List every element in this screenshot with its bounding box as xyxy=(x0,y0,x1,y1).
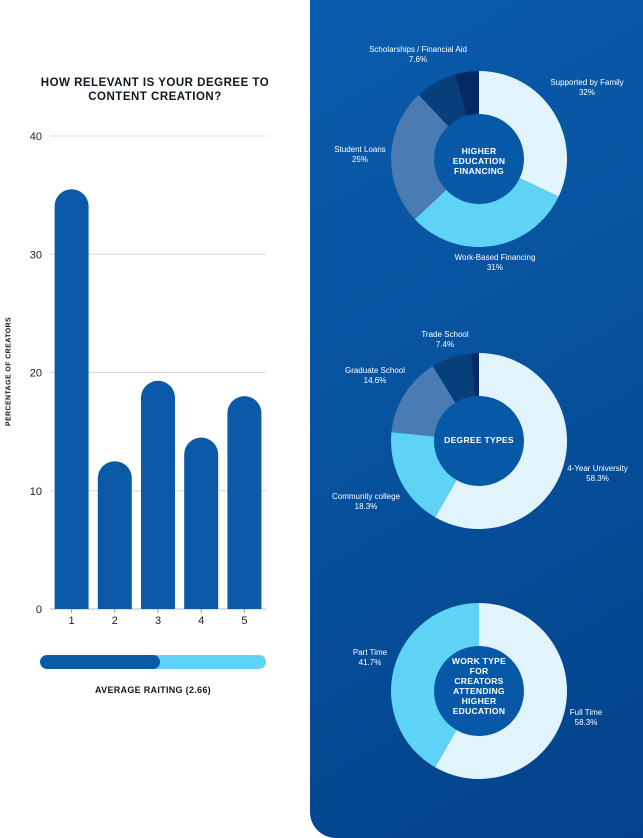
y-tick-label: 0 xyxy=(36,604,42,616)
average-rating-bar xyxy=(40,655,266,669)
x-tick-label: 3 xyxy=(155,615,161,627)
donut2-label-community: Community college 18.3% xyxy=(316,492,416,512)
donut1-work-value: 31% xyxy=(486,263,503,272)
donut3-center-line-4: ATTENDING xyxy=(453,686,505,696)
donut2-hole xyxy=(434,396,524,486)
x-tick-label: 4 xyxy=(198,615,204,627)
donut1-scholarships-name: Scholarships / Financial Aid xyxy=(369,45,467,54)
donut2-university-value: 58.3% xyxy=(586,474,609,483)
donut-charts xyxy=(390,71,567,779)
average-rating-label: AVERAGE RAITING (2.66) xyxy=(95,685,211,695)
donut1-slice-4 xyxy=(454,71,479,117)
donut2-university-name: 4-Year University xyxy=(567,464,628,473)
donut3-slice-0 xyxy=(435,603,567,779)
donut-panel: Scholarships / Financial Aid 7.6% Suppor… xyxy=(310,0,643,838)
x-tick-label: 5 xyxy=(241,615,247,627)
donut1-label-loans: Student Loans 25% xyxy=(320,145,400,165)
bar-1 xyxy=(54,189,89,609)
donut1-slice-3 xyxy=(418,74,467,127)
donut3-label-full-time: Full Time 58.3% xyxy=(546,708,626,728)
donut1-slice-2 xyxy=(391,94,449,220)
donut2-slice-3 xyxy=(432,353,476,404)
donut1-center-label: HIGHER EDUCATION FINANCING xyxy=(434,146,524,176)
donut3-hole xyxy=(434,646,524,736)
bar-chart-panel: HOW RELEVANT IS YOUR DEGREE TO CONTENT C… xyxy=(0,0,310,838)
y-tick-label: 10 xyxy=(30,486,42,498)
donut1-family-value: 32% xyxy=(578,88,595,97)
donut1-label-family: Supported by Family 32% xyxy=(532,78,642,98)
bar-3 xyxy=(141,380,175,609)
bar-chart-title: HOW RELEVANT IS YOUR DEGREE TO CONTENT C… xyxy=(0,76,310,104)
donut2-community-name: Community college xyxy=(331,492,401,501)
donut1-work-name: Work-Based Financing xyxy=(454,253,536,262)
donut2-trade-name: Trade School xyxy=(421,330,469,339)
donut3-center-line-1: WORK TYPE xyxy=(451,656,507,666)
donut2-trade-value: 7.4% xyxy=(435,340,455,349)
donut3-full-time-value: 58.3% xyxy=(574,718,598,727)
bar-chart-title-line-2: CONTENT CREATION? xyxy=(88,91,222,103)
x-tick-label: 1 xyxy=(69,615,75,627)
bar-5 xyxy=(227,396,262,609)
donut2-label-university: 4-Year University 58.3% xyxy=(550,464,643,484)
donut3-center-line-5: HIGHER xyxy=(461,696,497,706)
donut3-center-line-2: FOR xyxy=(469,666,489,676)
donut1-center-line-2: EDUCATION xyxy=(452,156,506,166)
donut1-family-name: Supported by Family xyxy=(550,78,624,87)
donut1-center-line-1: HIGHER xyxy=(461,146,497,156)
bar-chart-title-line-1: HOW RELEVANT IS YOUR DEGREE TO xyxy=(40,77,270,89)
donut1-loans-name: Student Loans xyxy=(334,145,386,154)
donut2-label-trade: Trade School 7.4% xyxy=(405,330,485,350)
donut2-center-line-1: DEGREE TYPES xyxy=(444,435,514,445)
donut2-slice-4 xyxy=(471,353,479,398)
donut1-slice-0 xyxy=(479,71,567,197)
donut2-slice-1 xyxy=(391,432,458,518)
average-rating-fill xyxy=(40,655,160,669)
y-tick-label: 20 xyxy=(30,368,42,380)
x-tick-label: 2 xyxy=(112,615,118,627)
donut2-graduate-name: Graduate School xyxy=(344,366,406,375)
y-tick-label: 40 xyxy=(30,131,42,143)
donut3-center-label: WORK TYPE FOR CREATORS ATTENDING HIGHER … xyxy=(434,656,524,716)
donut2-graduate-value: 14.6% xyxy=(363,376,387,385)
donut2-center-label: DEGREE TYPES xyxy=(434,435,524,445)
donut2-community-value: 18.3% xyxy=(354,502,378,511)
donut3-center-line-6: EDUCATION xyxy=(452,706,506,716)
donut1-scholarships-value: 7.6% xyxy=(408,55,428,64)
y-tick-label: 30 xyxy=(30,249,42,261)
bar-2 xyxy=(97,461,132,609)
donut3-part-time-name: Part Time xyxy=(352,648,388,657)
donut1-loans-value: 25% xyxy=(351,155,368,164)
donut2-label-graduate: Graduate School 14.6% xyxy=(330,366,420,386)
donut3-label-part-time: Part Time 41.7% xyxy=(330,648,410,668)
donut3-full-time-name: Full Time xyxy=(569,708,603,717)
bar-4 xyxy=(184,437,219,609)
donut1-hole xyxy=(434,114,524,204)
donut2-slice-0 xyxy=(435,353,567,529)
donut3-center-line-3: CREATORS xyxy=(454,676,504,686)
donut1-label-scholarships: Scholarships / Financial Aid 7.6% xyxy=(358,45,478,65)
donut1-center-line-3: FINANCING xyxy=(454,166,504,176)
donut1-slice-1 xyxy=(414,177,559,248)
bar-chart: 0 10 20 30 40 1 2 3 4 5 xyxy=(30,131,266,627)
donut3-part-time-value: 41.7% xyxy=(358,658,382,667)
donut1-label-work: Work-Based Financing 31% xyxy=(440,253,550,273)
